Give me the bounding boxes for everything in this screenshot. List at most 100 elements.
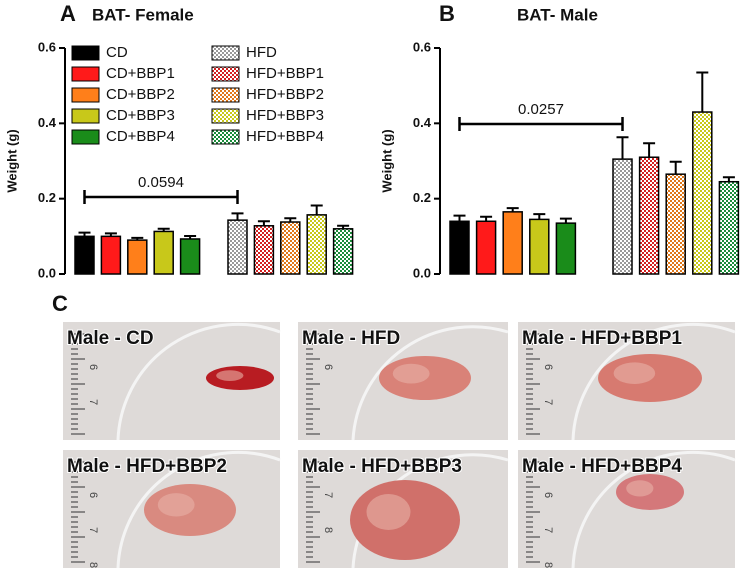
ruler-number: 6 (87, 364, 99, 370)
ruler-number: 7 (87, 527, 99, 533)
legend-swatch (211, 66, 240, 82)
bar (612, 158, 633, 275)
legend-swatch (71, 66, 100, 82)
ruler-number: 7 (542, 399, 554, 405)
tissue-highlight (366, 494, 411, 530)
tissue-highlight (626, 480, 654, 497)
error-bar (533, 213, 546, 220)
y-tick-label: 0.6 (38, 39, 56, 54)
bar (555, 222, 577, 275)
photo: 7 8 Male - HFD+BBP3 (298, 450, 509, 569)
error-bar (231, 212, 244, 221)
error-bar (337, 224, 350, 229)
legend-swatch (211, 129, 240, 145)
error-bar (257, 220, 270, 226)
legend-label: CD (106, 44, 128, 61)
dish-edge (116, 322, 281, 441)
legend-swatch (211, 108, 240, 124)
error-bar (310, 204, 323, 215)
legend-label: CD+BBP2 (106, 86, 175, 103)
photo: 6 7 8 Male - HFD+BBP4 (518, 450, 736, 568)
legend-label: CD+BBP1 (106, 65, 175, 82)
error-bar (104, 232, 117, 237)
bar (638, 156, 660, 275)
error-bar (643, 142, 656, 158)
ruler-number: 7 (322, 492, 334, 498)
significance-bracket (83, 190, 239, 204)
legend-swatch (71, 129, 100, 145)
photo-title: Male - CD (67, 328, 154, 349)
panel-label: C (52, 291, 68, 316)
error-bar (453, 214, 466, 222)
legend-label: CD+BBP3 (106, 107, 175, 124)
photo-title: Male - HFD+BBP4 (522, 456, 682, 477)
ruler-number: 6 (322, 364, 334, 370)
error-bar (157, 227, 170, 232)
bar (253, 225, 275, 275)
bar (665, 173, 686, 275)
error-bar (506, 207, 519, 212)
error-bar (78, 231, 91, 237)
panel-label: A (60, 1, 76, 26)
photo-title: Male - HFD+BBP3 (302, 456, 462, 477)
p-value: 0.0594 (138, 174, 184, 191)
error-bar (722, 176, 735, 182)
y-tick-label: 0.4 (413, 115, 432, 130)
bar (332, 228, 354, 275)
ruler-number: 7 (87, 399, 99, 405)
y-axis-label: Weight (g) (379, 129, 394, 192)
error-bar (559, 217, 572, 224)
legend-swatch (211, 45, 240, 61)
y-tick-label: 0.6 (413, 39, 431, 54)
error-bar (284, 217, 297, 223)
ruler-number: 8 (542, 562, 554, 568)
ruler-number: 7 (542, 527, 554, 533)
chart-title: BAT- Female (92, 5, 194, 24)
bar (280, 221, 301, 275)
legend-label: HFD+BBP3 (246, 107, 324, 124)
dish-edge (571, 322, 736, 441)
y-tick-label: 0.0 (38, 265, 56, 280)
legend-label: HFD+BBP1 (246, 65, 324, 82)
dish-edge (351, 325, 509, 441)
tissue-highlight (392, 363, 430, 384)
error-bar (696, 71, 709, 113)
legend-swatch (71, 87, 100, 103)
error-bar (480, 215, 493, 222)
bar (718, 180, 740, 275)
bar (74, 235, 95, 275)
bar (227, 219, 248, 275)
bar (100, 235, 122, 275)
tissue-highlight (157, 493, 195, 517)
photo: 6 7 Male - CD (63, 322, 281, 441)
bar (153, 230, 174, 275)
tissue-highlight (613, 362, 656, 385)
legend-label: HFD (246, 44, 277, 61)
legend-swatch (71, 108, 100, 124)
legend-label: HFD+BBP4 (246, 128, 324, 145)
tissue-highlight (216, 370, 244, 381)
y-tick-label: 0.2 (38, 190, 56, 205)
ruler-number: 6 (87, 492, 99, 498)
dish-edge (116, 450, 281, 569)
y-tick-label: 0.4 (38, 115, 57, 130)
y-axis-label: Weight (g) (4, 129, 19, 192)
ruler-number: 8 (322, 527, 334, 533)
photo: 6 7 Male - HFD+BBP1 (518, 322, 736, 441)
bar (692, 111, 713, 275)
photo: 6 7 8 Male - HFD+BBP2 (63, 450, 281, 569)
photo-title: Male - HFD+BBP2 (67, 456, 227, 477)
photo-background (518, 450, 735, 568)
error-bar (131, 236, 144, 241)
error-bar (184, 234, 197, 239)
bar (306, 214, 327, 275)
y-tick-label: 0.0 (413, 265, 431, 280)
error-bar (616, 136, 629, 160)
p-value: 0.0257 (518, 101, 564, 118)
ruler-number: 6 (542, 492, 554, 498)
photo-title: Male - HFD (302, 328, 400, 349)
bar (127, 239, 148, 275)
legend-label: HFD+BBP2 (246, 86, 324, 103)
ruler-number: 6 (542, 364, 554, 370)
